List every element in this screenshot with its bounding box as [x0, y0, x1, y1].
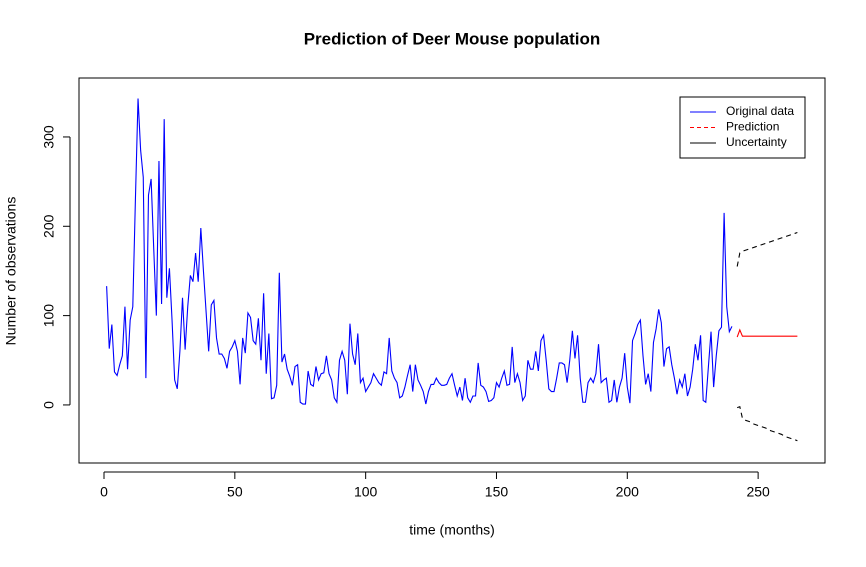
series-line [737, 406, 798, 442]
series-line [106, 98, 733, 405]
x-tick-label: 50 [227, 484, 243, 500]
x-tick-label: 250 [746, 484, 770, 500]
x-axis-label: time (months) [409, 522, 495, 538]
x-tick-label: 200 [616, 484, 640, 500]
chart-title: Prediction of Deer Mouse population [304, 29, 601, 48]
legend-box [679, 96, 806, 159]
plot-frame [78, 77, 826, 464]
legend-label: Prediction [726, 120, 779, 134]
y-tick-label: 0 [41, 401, 57, 409]
legend-label: Original data [726, 104, 794, 118]
y-tick-label: 300 [41, 125, 57, 149]
x-tick-label: 0 [100, 484, 108, 500]
series-line [736, 232, 798, 267]
x-tick-label: 150 [485, 484, 509, 500]
y-tick-label: 100 [41, 304, 57, 328]
legend-label: Uncertainty [726, 135, 787, 149]
y-tick-label: 200 [41, 214, 57, 238]
x-tick-label: 100 [354, 484, 378, 500]
y-axis-label: Number of observations [3, 197, 19, 346]
series-line [736, 328, 798, 338]
